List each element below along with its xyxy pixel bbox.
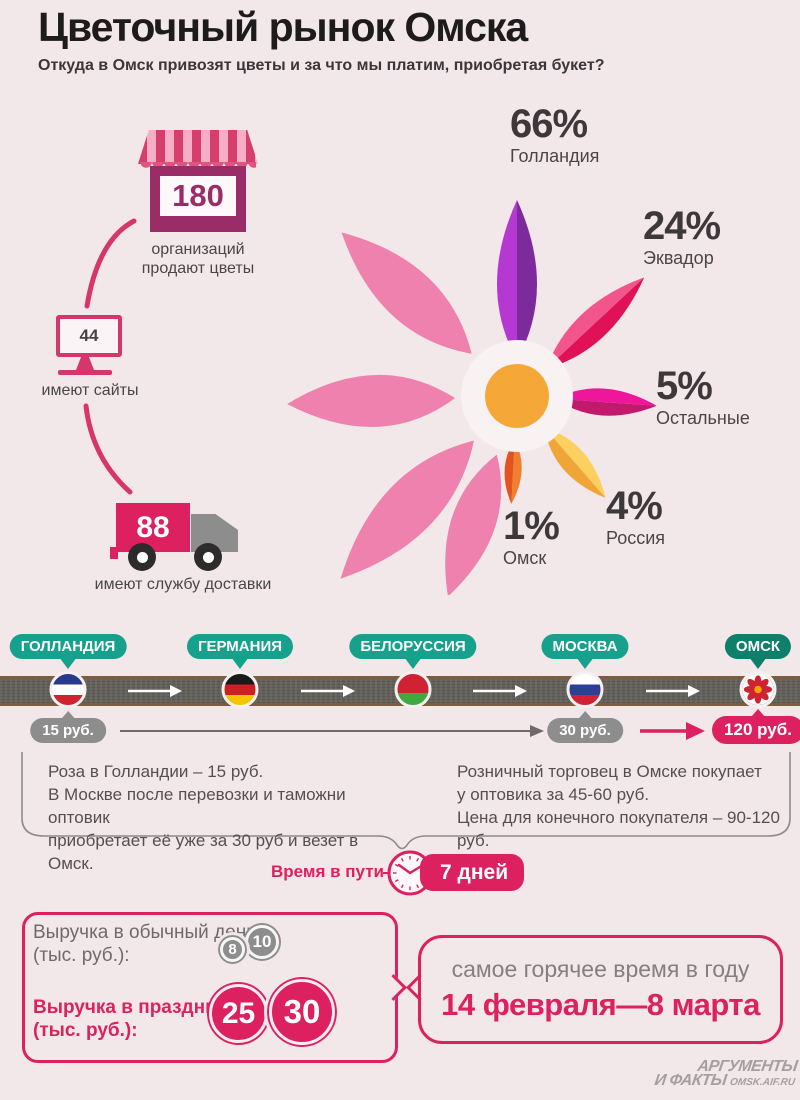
city-label-pointer <box>749 657 767 669</box>
price-bubble: 120 руб. <box>712 709 800 744</box>
hot-season-dates: 14 февраля—8 марта <box>441 987 760 1022</box>
decorative-petal-1 <box>287 374 456 427</box>
chart-label-Омск: 1% Омск <box>503 504 560 568</box>
truck-bumper <box>110 547 118 559</box>
price-bubble: 15 руб. <box>30 711 106 743</box>
note-wholesale: Роза в Голландии – 15 руб. В Москве посл… <box>48 762 359 873</box>
shops-count: 180 <box>160 176 236 216</box>
brand-site: OMSK.AIF.RU <box>729 1077 796 1088</box>
city-label-pointer <box>576 657 594 669</box>
chart-label-Эквадор: 24% Эквадор <box>643 204 721 268</box>
monitor-stand <box>76 357 94 370</box>
city-label: МОСКВА <box>541 634 629 659</box>
flower-chart-labels: 66% Голландия 24% Эквадор 5% Остальные 4% Росси… <box>503 102 750 568</box>
petal-Голландия-dark <box>517 200 537 360</box>
decorative-petal-0 <box>341 232 472 354</box>
price-bubble: 30 руб. <box>547 711 623 743</box>
coin-30: 30 <box>264 974 340 1050</box>
price-bubble-pointer <box>578 711 592 719</box>
sites-count: 44 <box>56 315 122 357</box>
petal-Остальные-light <box>554 388 657 406</box>
truck-wheel-front <box>194 543 222 571</box>
truck-wheel-rear <box>128 543 156 571</box>
flag-belarus-icon <box>394 671 432 708</box>
chart-label-Голландия: 66% Голландия <box>510 102 600 166</box>
petal-Омск-light <box>511 439 522 504</box>
decorative-petal-3 <box>445 454 502 595</box>
shop-awning-scallop <box>140 162 256 168</box>
transit-time-value: 7 дней <box>420 854 525 891</box>
flag-germany-icon <box>221 671 259 708</box>
sites-count-label: имеют сайты <box>41 382 139 399</box>
price-bubble-pointer <box>751 709 765 717</box>
notes-brace <box>21 752 791 850</box>
city-label-pointer <box>404 657 422 669</box>
coin-8: 8 <box>215 932 250 967</box>
shop-icon: 180 <box>138 128 258 234</box>
price-bubble-pointer <box>61 711 75 719</box>
delivery-count-label: имеют службу доставки <box>94 576 272 593</box>
coin-25: 25 <box>207 982 270 1045</box>
flower-center-core <box>485 364 549 428</box>
petal-Остальные-dark <box>554 398 657 416</box>
connector-curve <box>83 218 137 495</box>
note-retail: Розничный торговец в Омске покупает у оп… <box>457 762 780 850</box>
city-label: ГЕРМАНИЯ <box>186 634 294 659</box>
petal-Россия-dark <box>544 427 606 498</box>
chart-label-Остальные: 5% Остальные <box>656 364 750 428</box>
hot-season-caption: самое горячее время в году <box>451 956 750 982</box>
petal-Голландия-light <box>497 200 517 360</box>
city-label: БЕЛОРУССИЯ <box>349 634 477 659</box>
shops-count-label: организаций продают цветы <box>141 241 255 277</box>
brand-logo: АРГУМЕНТЫ И ФАКТЫ OMSK.AIF.RU <box>638 1058 798 1090</box>
monitor-base <box>58 370 112 375</box>
flag-netherlands-icon <box>49 671 87 708</box>
road-arrows <box>128 685 700 697</box>
delivery-count: 88 <box>116 503 190 552</box>
decorative-petal-2 <box>340 440 474 579</box>
hot-season-box: самое горячее время в году 14 февраля—8 … <box>418 935 783 1044</box>
price-flow-arrows <box>120 722 705 740</box>
page-title: Цветочный рынок Омска <box>38 4 528 50</box>
flower-pie-chart <box>287 200 657 595</box>
page-subtitle: Откуда в Омск привозят цветы и за что мы… <box>38 57 605 74</box>
petal-Омск-dark <box>504 439 515 504</box>
city-label-pointer <box>59 657 77 669</box>
city-label: ОМСК <box>724 634 792 659</box>
delivery-truck-icon: 88 <box>106 498 246 573</box>
flag-russia-icon <box>566 671 604 708</box>
chart-label-Россия: 4% Россия <box>606 484 666 548</box>
flag-omsk-icon <box>739 671 777 708</box>
city-label-pointer <box>231 657 249 669</box>
coin-10: 10 <box>243 923 281 961</box>
brand-line2: И ФАКТЫ OMSK.AIF.RU <box>653 1072 796 1089</box>
revenue-normal-label: Выручка в обычный день (тыс. руб.): <box>33 922 257 966</box>
shop-awning <box>138 130 258 164</box>
monitor-icon: 44 <box>52 313 132 379</box>
transit-time-label: Время в пути <box>271 862 384 881</box>
city-label: ГОЛЛАНДИЯ <box>9 634 127 659</box>
